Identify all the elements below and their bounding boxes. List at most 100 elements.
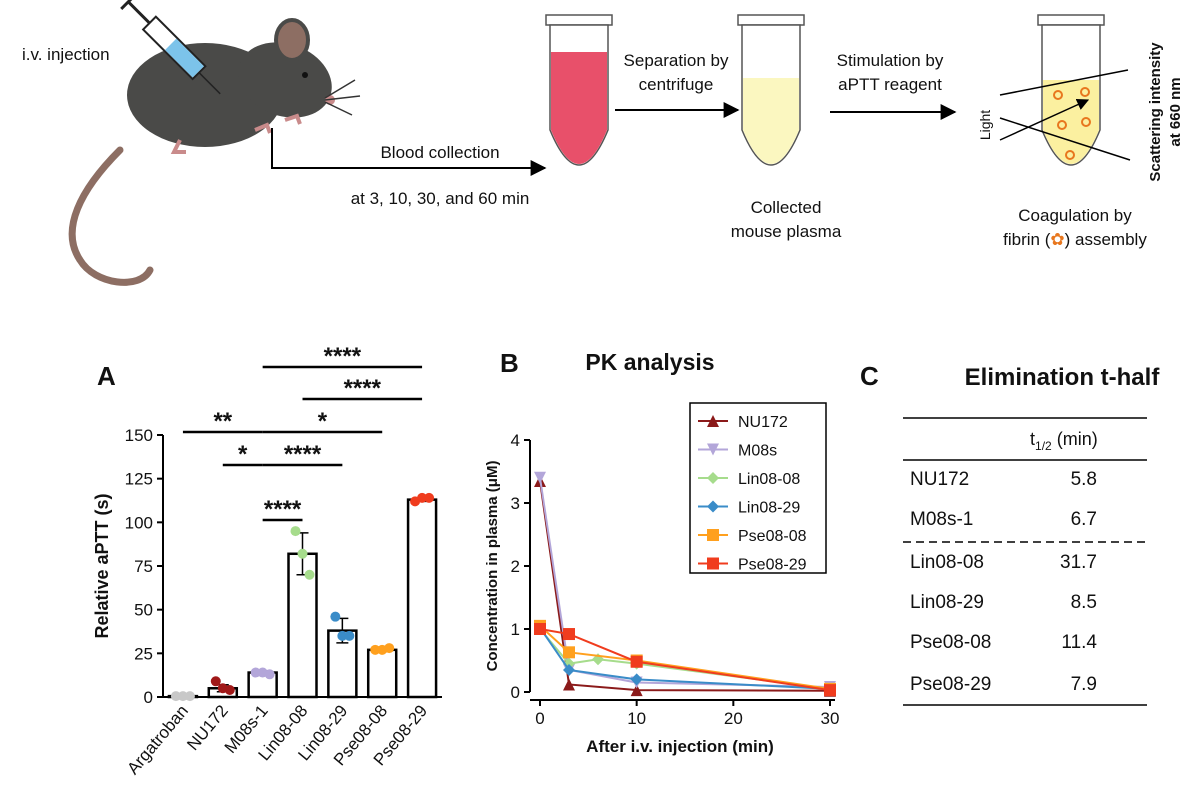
legend-label: Lin08-08 (738, 471, 800, 488)
y-tick-label: 4 (511, 431, 520, 450)
data-point (417, 492, 428, 503)
series-line (539, 480, 831, 692)
data-point (297, 548, 308, 559)
y-tick-label: 150 (125, 426, 153, 445)
data-point (384, 643, 395, 654)
tube-cap (737, 14, 805, 26)
marker (563, 628, 575, 641)
row-value: 7.9 (1071, 674, 1097, 695)
legend-marker (707, 472, 719, 484)
table-title: Elimination t-half (965, 364, 1161, 391)
legend-label: Pse08-08 (738, 528, 807, 545)
data-point (337, 630, 348, 641)
legend-label: Pse08-29 (738, 557, 807, 574)
marker (630, 684, 643, 697)
table-header: t1/2 (min) (1030, 429, 1098, 453)
significance-label: * (318, 408, 328, 435)
light-path (999, 69, 1131, 161)
panel-label: B (500, 348, 519, 378)
panel-label: C (860, 361, 879, 391)
significance-label: ** (213, 408, 232, 435)
header-part: t (1030, 429, 1035, 449)
significance-label: **** (284, 441, 322, 468)
mouse-tail (68, 146, 154, 286)
y-axis-label: Concentration in plasma (μM) (484, 461, 501, 672)
marker (534, 623, 546, 635)
x-axis-label: After i.v. injection (min) (586, 737, 774, 756)
whiskers (324, 79, 361, 116)
coagulation-label: Coagulation by (1018, 206, 1132, 225)
x-tick-label: Argatroban (123, 701, 192, 778)
mouse-head (238, 42, 332, 118)
fibrin-icon: ✿ (1050, 230, 1064, 249)
light-label: Light (977, 110, 993, 140)
row-name: Pse08-29 (910, 674, 991, 695)
series-line (539, 628, 831, 692)
coagulation-part: ) assembly (1065, 230, 1148, 249)
separation-label: centrifuge (639, 75, 714, 94)
significance-label: **** (264, 496, 302, 523)
panel-a: A 0 25 50 75 100 125 150 Relative aPTT (s) Argatr… (92, 343, 442, 778)
marker (563, 678, 575, 691)
scattering-label: Scattering intensity (1147, 42, 1164, 182)
significance-label: * (238, 441, 248, 468)
legend-box (689, 402, 827, 574)
data-point (224, 685, 235, 696)
y-tick-label: 75 (134, 557, 153, 576)
series-line (539, 628, 831, 690)
header-part: (min) (1052, 429, 1098, 449)
marker (563, 646, 575, 659)
mouse-ear (274, 18, 310, 62)
row-value: 31.7 (1060, 552, 1097, 573)
row-name: Pse08-08 (910, 632, 991, 653)
legend-label: M08s (738, 443, 777, 460)
significance-label: **** (324, 343, 362, 370)
stimulation-label: Stimulation by (837, 51, 944, 70)
row-name: Lin08-08 (910, 552, 984, 573)
data-point (177, 691, 188, 702)
data-point (370, 644, 381, 655)
coagulation-part: fibrin ( (1003, 230, 1051, 249)
y-tick-label: 25 (134, 644, 153, 663)
schematic: i.v. injection Blood collection at 3, 10… (22, 0, 1184, 286)
legend-label: NU172 (738, 414, 788, 431)
panel-b: B PK analysis 0 1 2 3 4 0 10 20 30 After i.v. injec… (484, 348, 839, 756)
series-line (539, 625, 831, 690)
marker (563, 663, 575, 676)
y-tick-label: 50 (134, 601, 153, 620)
series-line (539, 627, 831, 690)
bar (366, 648, 398, 699)
data-point (304, 569, 315, 580)
mouse-paws (170, 113, 302, 154)
row-value: 5.8 (1071, 469, 1097, 490)
y-tick-label: 100 (125, 513, 153, 532)
data-point (210, 676, 221, 687)
plasma-label: mouse plasma (731, 222, 842, 241)
y-tick-label: 1 (511, 620, 520, 639)
significance-label: **** (344, 375, 382, 402)
y-tick-label: 0 (511, 683, 520, 702)
mouse-eye (302, 72, 308, 78)
data-point (184, 691, 195, 702)
row-name: Lin08-29 (910, 592, 984, 613)
blood (551, 52, 607, 164)
x-tick-label: 0 (535, 709, 544, 728)
y-axis-label: Relative aPTT (s) (92, 493, 112, 638)
syringe (120, 0, 221, 95)
data-point (290, 526, 301, 537)
tube-cap (1037, 14, 1105, 26)
bar (406, 498, 438, 699)
legend-label: Lin08-29 (738, 500, 800, 517)
row-value: 11.4 (1061, 632, 1097, 653)
coagulation-label: fibrin (✿) assembly (1003, 230, 1147, 249)
separation-label: Separation by (624, 51, 729, 70)
y-tick-label: 0 (144, 688, 153, 707)
scattering-label: at 660 nm (1167, 77, 1184, 146)
data-point (170, 691, 181, 702)
data-point (344, 630, 355, 641)
plasma-label: Collected (751, 198, 822, 217)
marker (630, 655, 643, 668)
data-point (330, 611, 341, 622)
panel-c: C Elimination t-half t1/2 (min) NU172 5.8 M08… (860, 361, 1161, 706)
